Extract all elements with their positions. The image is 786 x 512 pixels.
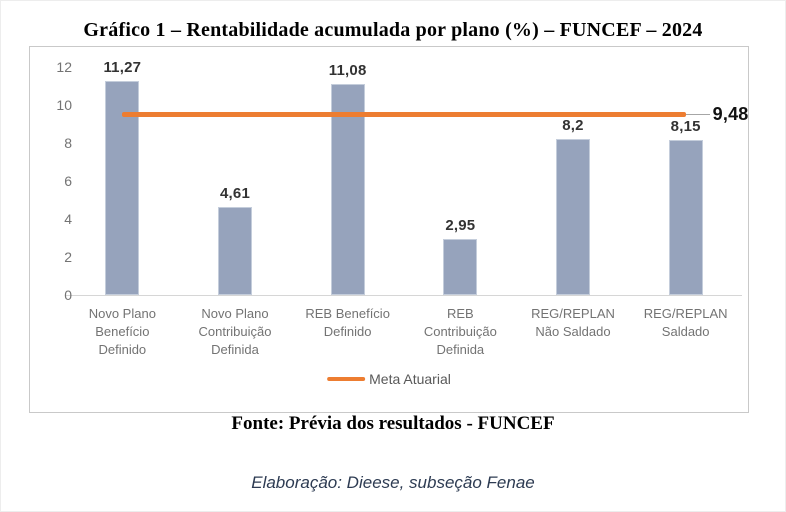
x-axis-category-label-line: Definido: [98, 342, 147, 357]
x-axis-category-label: REG/REPLAN Não Saldado: [517, 305, 630, 341]
x-axis-category-label: REB Benefício Definido: [291, 305, 404, 341]
chart-frame: 0 2 4 6 8 10 12 11,27 Novo Plano Benefício Definid…: [29, 46, 749, 413]
bar-value-label: 8,2: [562, 117, 584, 135]
source-line: Fonte: Prévia dos resultados - FUNCEF: [231, 413, 555, 434]
meta-atuarial-line: [122, 112, 686, 118]
x-axis-category-label-line: Contribuição: [423, 324, 497, 339]
leader-line: [685, 114, 710, 116]
bar: [443, 238, 478, 295]
x-axis-category-label-line: Definida: [436, 342, 485, 357]
elaboration-line: Elaboração: Dieese, subseção Fenae: [251, 473, 535, 492]
x-axis-category-label-line: Não Saldado: [535, 324, 611, 339]
bar-value-label: 8,15: [670, 118, 701, 136]
x-axis-category-label: Novo Plano Benefício Definido: [66, 305, 179, 359]
x-axis-category-label: REG/REPLAN Saldado: [629, 305, 742, 341]
x-axis-category-label-line: REG/REPLAN: [643, 306, 728, 321]
y-axis-tick-label: 2: [64, 249, 72, 265]
y-axis-tick-label: 0: [64, 287, 72, 303]
bar-value-label: 11,27: [103, 58, 142, 76]
chart-area: 0 2 4 6 8 10 12 11,27 Novo Plano Benefício Definid…: [30, 47, 748, 412]
x-axis-category-label: REB Contribuição Definida: [404, 305, 517, 359]
bar: [330, 84, 365, 295]
y-axis-tick-label: 12: [56, 59, 72, 75]
bar-value-label: 2,95: [445, 216, 476, 234]
legend: Meta Atuarial: [327, 371, 451, 387]
x-axis-category-label: Novo Plano Contribuição Definida: [179, 305, 292, 359]
bar-value-label: 11,08: [328, 62, 367, 80]
x-axis-line: [66, 295, 742, 296]
bar: [218, 207, 252, 295]
bar: [668, 140, 703, 295]
y-axis-tick-label: 10: [56, 97, 72, 113]
x-axis-category-label-line: Novo Plano: [201, 306, 269, 321]
legend-label: Meta Atuarial: [369, 371, 451, 387]
x-axis-category-label-line: Novo Plano: [88, 306, 156, 321]
y-axis-tick-label: 4: [64, 211, 72, 227]
meta-value-label: 9,48: [712, 103, 749, 124]
legend-line-swatch: [327, 377, 366, 381]
bar-value-label: 4,61: [220, 185, 250, 203]
x-axis-category-label-line: Contribuição: [198, 324, 272, 339]
x-axis-category-label-line: REB: [446, 306, 474, 321]
x-axis-category-label-line: Benefício: [95, 324, 150, 339]
x-axis-category-label-line: Saldado: [661, 324, 710, 339]
y-axis-tick-label: 6: [64, 173, 72, 189]
bar: [556, 139, 590, 295]
y-axis-tick-label: 8: [64, 135, 72, 151]
x-axis-category-label-line: Definida: [211, 342, 259, 357]
chart-title: Gráfico 1 – Rentabilidade acumulada por …: [83, 19, 703, 41]
x-axis-category-label-line: REB Benefício: [305, 306, 390, 321]
x-axis-category-label-line: REG/REPLAN: [531, 306, 615, 321]
x-axis-category-label-line: Definido: [323, 324, 372, 339]
